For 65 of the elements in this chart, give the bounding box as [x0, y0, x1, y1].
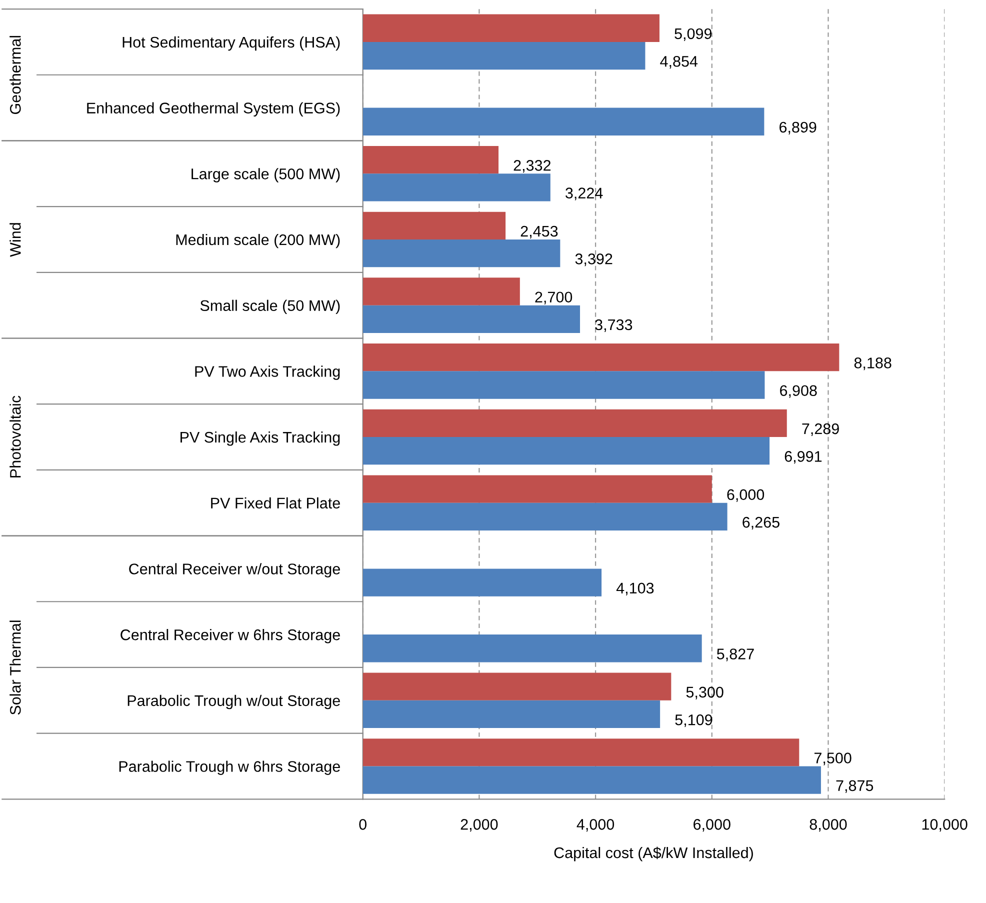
- bar: [362, 700, 660, 728]
- bar: [362, 634, 702, 662]
- y-tick-label: Enhanced Geothermal System (EGS): [87, 102, 340, 116]
- data-label: 8,188: [854, 358, 892, 370]
- data-label: 2,453: [520, 226, 558, 238]
- data-label: 7,289: [802, 423, 839, 436]
- data-label: 3,392: [575, 254, 612, 266]
- x-tick-label: 6,000: [694, 819, 730, 832]
- y-tick-label: Hot Sedimentary Aquifers (HSA): [122, 36, 340, 51]
- bar: [362, 212, 506, 240]
- y-tick-label: Parabolic Trough w/out Storage: [128, 694, 340, 710]
- data-label: 5,099: [674, 28, 712, 41]
- y-tick-label: Large scale (500 MW): [192, 168, 340, 182]
- data-label: 2,700: [535, 292, 572, 304]
- bar: [362, 108, 764, 136]
- y-tick-label: PV Two Axis Tracking: [195, 366, 340, 380]
- text: Geothermal: [10, 36, 21, 114]
- y-tick-label: Medium scale (200 MW): [176, 234, 340, 248]
- y-tick-label: PV Single Axis Tracking: [180, 431, 340, 446]
- bar: [362, 502, 728, 531]
- bar: [362, 475, 712, 503]
- bar: [362, 371, 765, 399]
- bar: [362, 738, 800, 766]
- bar: [362, 14, 660, 42]
- data-label: 6,991: [784, 451, 822, 464]
- bar: [362, 409, 787, 438]
- x-tick-label: 10,000: [922, 819, 968, 832]
- x-axis-title: Capital cost (A$/kW Installed): [554, 846, 753, 862]
- data-label: 5,300: [686, 686, 724, 700]
- data-label: 6,265: [742, 516, 780, 530]
- text: Solar Thermal: [10, 620, 21, 715]
- bar: [362, 672, 672, 700]
- y-tick-label: Central Receiver w 6hrs Storage: [120, 629, 340, 644]
- x-tick-label: 8,000: [810, 819, 847, 832]
- data-label: 7,500: [814, 752, 852, 766]
- x-tick-label: 0: [359, 819, 366, 830]
- y-tick-label: Parabolic Trough w 6hrs Storage: [119, 760, 340, 775]
- y-tick-label: Central Receiver w/out Storage: [129, 563, 340, 578]
- text: Wind: [10, 223, 21, 257]
- data-label: 6,899: [780, 122, 816, 134]
- data-label: 2,332: [514, 160, 551, 173]
- x-tick-label: 2,000: [460, 819, 498, 832]
- bar: [362, 278, 520, 306]
- x-tick-label: 4,000: [576, 819, 614, 832]
- bar: [362, 766, 821, 794]
- bar: [362, 42, 646, 70]
- data-label: 3,733: [595, 319, 632, 332]
- text: Photovoltaic: [10, 396, 21, 478]
- bar: [362, 344, 840, 372]
- bar: [362, 146, 499, 174]
- y-tick-label: Small scale (50 MW): [200, 300, 340, 314]
- data-label: 4,103: [616, 582, 654, 596]
- bar: [362, 174, 550, 202]
- data-label: 6,908: [780, 385, 817, 398]
- data-label: 6,000: [727, 489, 764, 502]
- data-label: 5,109: [675, 714, 712, 728]
- data-label: 4,854: [660, 56, 698, 69]
- data-label: 7,875: [836, 780, 874, 793]
- bar: [362, 239, 560, 268]
- bar: [362, 568, 602, 596]
- data-label: 5,827: [716, 648, 754, 662]
- bar: [362, 437, 770, 465]
- bar: [362, 305, 580, 333]
- data-label: 3,224: [566, 188, 603, 200]
- y-tick-label: PV Fixed Flat Plate: [211, 497, 340, 509]
